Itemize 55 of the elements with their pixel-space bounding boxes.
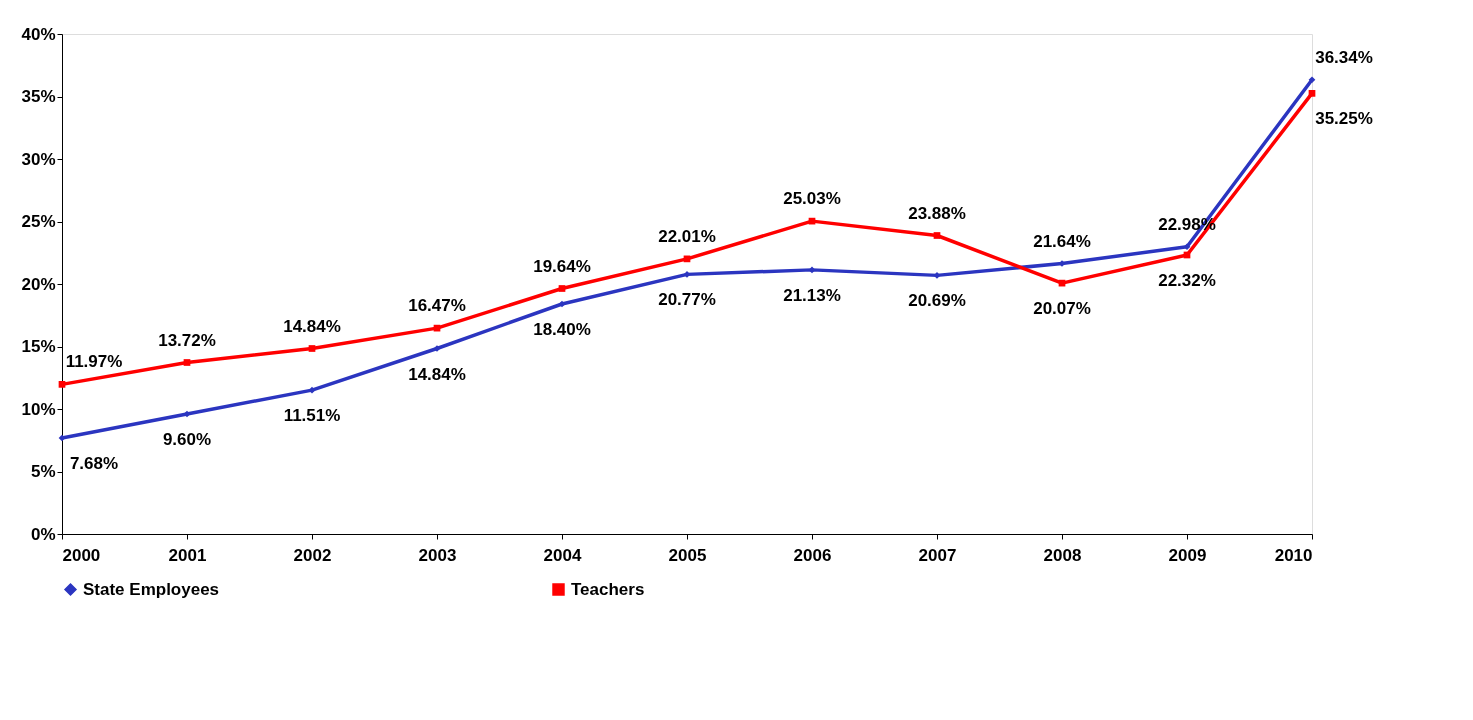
x-tick-label: 2008 <box>1043 545 1082 565</box>
point <box>808 266 816 274</box>
data-label: 23.88% <box>908 203 966 223</box>
data-label: 16.47% <box>408 296 466 316</box>
legend-label: State Employees <box>83 579 220 599</box>
point <box>1308 76 1316 84</box>
y-tick-label: 35% <box>21 87 56 106</box>
data-label: 22.01% <box>658 226 716 246</box>
point <box>58 381 66 388</box>
y-tick-label: 15% <box>21 337 56 356</box>
data-label: 20.77% <box>658 290 716 310</box>
y-tick-label: 5% <box>30 462 56 481</box>
data-label: 22.32% <box>1158 271 1216 290</box>
x-tick-label: 2010 <box>1274 545 1313 565</box>
point <box>183 410 191 418</box>
data-label: 11.51% <box>283 406 341 426</box>
data-label: 9.60% <box>162 430 212 449</box>
y-tick-label: 20% <box>21 274 56 294</box>
data-label: 20.69% <box>908 291 966 311</box>
x-tick-label: 2009 <box>1168 545 1207 565</box>
data-label: 21.13% <box>783 285 841 305</box>
x-tick-label: 2004 <box>543 545 582 565</box>
data-label: 14.84% <box>283 316 341 336</box>
x-tick-label: 2000 <box>62 545 101 565</box>
data-label: 35.25% <box>1315 109 1373 129</box>
data-label: 19.64% <box>533 256 591 276</box>
x-tick-label: 2007 <box>918 545 957 565</box>
y-tick-label: 0% <box>30 524 56 544</box>
x-tick-label: 2006 <box>793 545 832 565</box>
data-label: 18.40% <box>533 320 591 339</box>
legend-label: Teachers <box>571 579 645 599</box>
data-label: 20.07% <box>1033 299 1091 319</box>
y-tick-label: 40% <box>21 24 56 44</box>
point <box>558 300 566 308</box>
point <box>183 359 191 366</box>
y-tick-label: 10% <box>21 399 56 419</box>
data-label: 14.84% <box>408 364 466 384</box>
x-tick-label: 2002 <box>293 545 332 565</box>
point <box>58 434 66 442</box>
point <box>558 285 566 292</box>
data-label: 36.34% <box>1315 47 1373 67</box>
point <box>308 345 316 352</box>
point <box>1308 90 1316 97</box>
data-label: 21.64% <box>1033 231 1091 251</box>
y-tick-label: 25% <box>21 212 56 231</box>
data-label: 7.68% <box>69 454 119 473</box>
y-tick-label: 30% <box>21 149 56 169</box>
point <box>933 232 941 239</box>
x-tick-label: 2001 <box>168 545 207 565</box>
point <box>1183 243 1191 251</box>
data-label: 11.97% <box>65 352 123 372</box>
data-label: 25.03% <box>783 189 841 209</box>
x-tick-label: 2005 <box>668 545 707 565</box>
data-label: 13.72% <box>158 330 216 350</box>
x-tick-label: 2003 <box>418 545 457 565</box>
